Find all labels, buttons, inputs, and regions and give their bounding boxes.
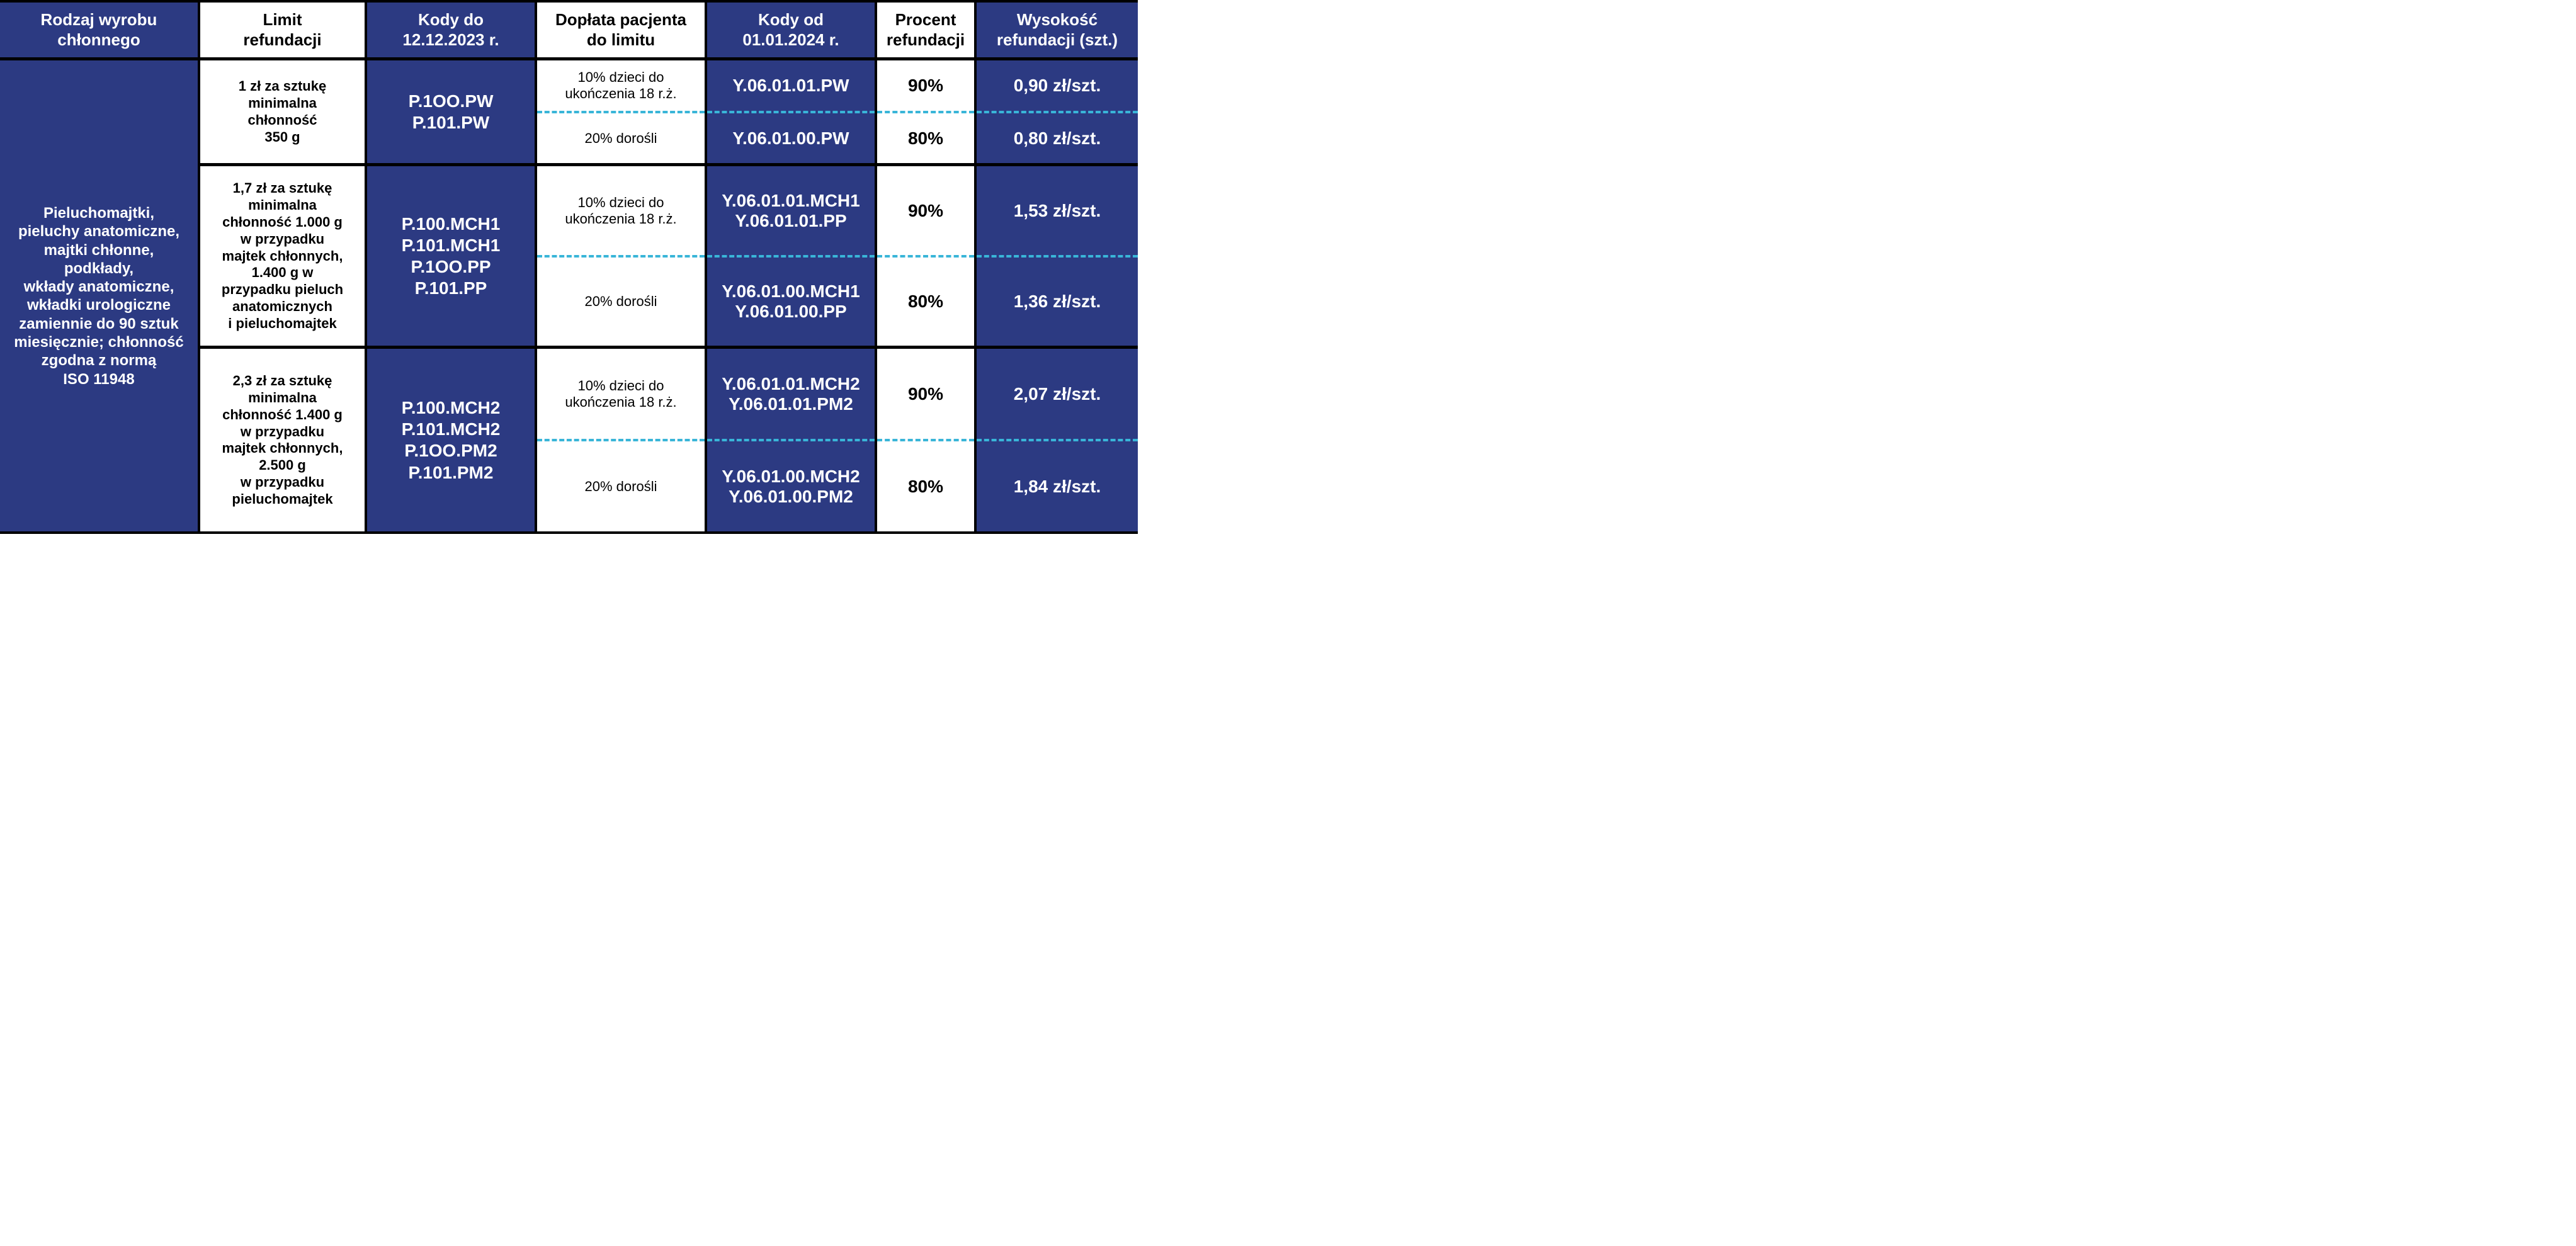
band2-kody-od: Y.06.01.01.MCH1 Y.06.01.01.PP Y.06.01.00… (707, 166, 877, 349)
band1-doplata-a: 10% dzieci do ukończenia 18 r.ż. (537, 60, 705, 111)
band3-kody-do: P.100.MCH2 P.101.MCH2 P.1OO.PM2 P.101.PM… (367, 349, 537, 531)
band2-wys-a: 1,53 zł/szt. (977, 166, 1138, 255)
header-kody-do: Kody do 12.12.2023 r. (367, 3, 537, 60)
band3-doplata-a: 10% dzieci do ukończenia 18 r.ż. (537, 349, 705, 439)
band1-procent: 90% 80% (877, 60, 977, 166)
band3-wys-b: 1,84 zł/szt. (977, 441, 1138, 531)
header-doplata: Dopłata pacjenta do limitu (537, 3, 707, 60)
band3-kody-od-a: Y.06.01.01.MCH2 Y.06.01.01.PM2 (707, 349, 875, 439)
band3-procent: 90% 80% (877, 349, 977, 531)
band3-doplata-b: 20% dorośli (537, 441, 705, 531)
band3-doplata: 10% dzieci do ukończenia 18 r.ż. 20% dor… (537, 349, 707, 531)
header-limit: Limit refundacji (200, 3, 367, 60)
band1-kody-od-a: Y.06.01.01.PW (707, 60, 875, 111)
band2-wys-b: 1,36 zł/szt. (977, 258, 1138, 346)
band2-kody-do: P.100.MCH1 P.101.MCH1 P.1OO.PP P.101.PP (367, 166, 537, 349)
band2-procent: 90% 80% (877, 166, 977, 349)
band3-wys-a: 2,07 zł/szt. (977, 349, 1138, 439)
band2-doplata: 10% dzieci do ukończenia 18 r.ż. 20% dor… (537, 166, 707, 349)
band1-procent-a: 90% (877, 60, 974, 111)
header-procent: Procent refundacji (877, 3, 977, 60)
band2-procent-a: 90% (877, 166, 974, 255)
band1-wys: 0,90 zł/szt. 0,80 zł/szt. (977, 60, 1138, 166)
band1-kody-od: Y.06.01.01.PW Y.06.01.00.PW (707, 60, 877, 166)
band2-doplata-b: 20% dorośli (537, 258, 705, 346)
band1-procent-b: 80% (877, 113, 974, 164)
band2-kody-od-a: Y.06.01.01.MCH1 Y.06.01.01.PP (707, 166, 875, 255)
band1-wys-b: 0,80 zł/szt. (977, 113, 1138, 164)
band1-doplata-b: 20% dorośli (537, 113, 705, 164)
refundacja-table: Rodzaj wyrobu chłonnego Limit refundacji… (0, 0, 1138, 534)
band1-doplata: 10% dzieci do ukończenia 18 r.ż. 20% dor… (537, 60, 707, 166)
band2-procent-b: 80% (877, 258, 974, 346)
band3-procent-a: 90% (877, 349, 974, 439)
band1-kody-od-b: Y.06.01.00.PW (707, 113, 875, 164)
col1-rodzaj-body: Pieluchomajtki, pieluchy anatomiczne, ma… (0, 60, 200, 531)
band2-doplata-a: 10% dzieci do ukończenia 18 r.ż. (537, 166, 705, 255)
band3-kody-od: Y.06.01.01.MCH2 Y.06.01.01.PM2 Y.06.01.0… (707, 349, 877, 531)
header-kody-od: Kody od 01.01.2024 r. (707, 3, 877, 60)
band3-procent-b: 80% (877, 441, 974, 531)
band3-wys: 2,07 zł/szt. 1,84 zł/szt. (977, 349, 1138, 531)
band1-kody-do: P.1OO.PW P.101.PW (367, 60, 537, 166)
header-wysokosc: Wysokość refundacji (szt.) (977, 3, 1138, 60)
band1-limit: 1 zł za sztukę minimalna chłonność 350 g (200, 60, 367, 166)
band2-kody-od-b: Y.06.01.00.MCH1 Y.06.01.00.PP (707, 258, 875, 346)
band2-wys: 1,53 zł/szt. 1,36 zł/szt. (977, 166, 1138, 349)
band1-wys-a: 0,90 zł/szt. (977, 60, 1138, 111)
band2-limit: 1,7 zł za sztukę minimalna chłonność 1.0… (200, 166, 367, 349)
band3-kody-od-b: Y.06.01.00.MCH2 Y.06.01.00.PM2 (707, 441, 875, 531)
band3-limit: 2,3 zł za sztukę minimalna chłonność 1.4… (200, 349, 367, 531)
header-rodzaj: Rodzaj wyrobu chłonnego (0, 3, 200, 60)
